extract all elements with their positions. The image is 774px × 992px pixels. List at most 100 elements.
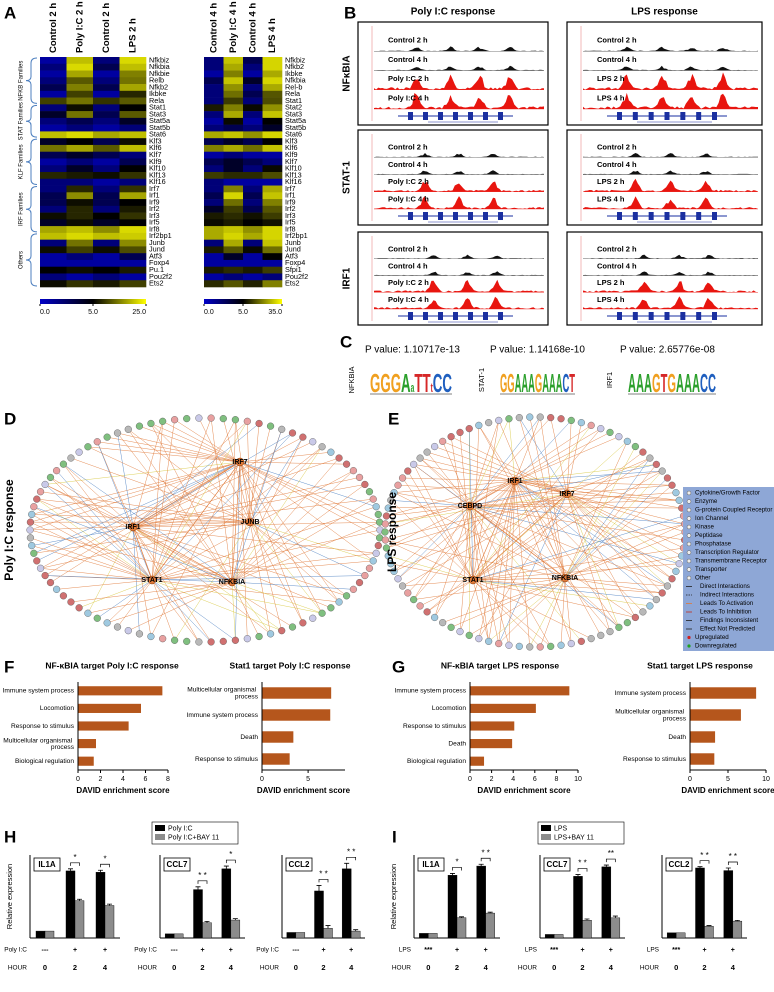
treatment: + [229, 947, 233, 954]
track-label: LPS 4 h [597, 194, 625, 203]
exon [483, 212, 488, 220]
heat-cell [93, 57, 120, 65]
network-node [365, 564, 374, 572]
heat-cell [93, 117, 120, 125]
heat-cell [119, 131, 147, 139]
network-edge [407, 470, 474, 581]
motif-letter: G [500, 368, 507, 398]
network-node [646, 602, 654, 610]
network-edge [472, 563, 680, 581]
motif-letter: A [542, 368, 549, 398]
network-edge [393, 492, 566, 579]
legend-label: Poly I:C+BAY 11 [168, 834, 219, 841]
track-box [357, 21, 549, 126]
network-edge [56, 470, 153, 581]
heat-cell [119, 273, 147, 281]
network-node [387, 496, 395, 504]
x-tick-label: 4 [731, 963, 736, 972]
heat-cell [40, 246, 67, 254]
hub-node [235, 457, 245, 467]
heat-cell [243, 232, 263, 240]
network-node [515, 414, 523, 422]
heat-cell [204, 212, 224, 220]
category-label: Response to stimulus [403, 723, 467, 730]
heat-cell [243, 226, 263, 234]
heat-cell [262, 57, 283, 65]
network-edge [508, 418, 516, 482]
network-edge [469, 505, 685, 525]
column-header: Control 2 h [48, 3, 59, 53]
heat-cell [93, 199, 120, 207]
heat-cell [262, 239, 283, 247]
heat-cell [204, 192, 224, 200]
network-node [103, 433, 111, 441]
network-edge [397, 480, 516, 579]
network-edge [529, 417, 566, 579]
hub-node [560, 573, 570, 583]
track-label: Control 4 h [597, 160, 637, 169]
network-edge [434, 480, 516, 618]
chart-title: CCL7 [547, 860, 568, 869]
error-bar [734, 919, 740, 922]
significance-bracket [480, 857, 491, 862]
heat-cell [119, 104, 147, 112]
exon [423, 212, 428, 220]
heat-cell [66, 151, 94, 159]
chart-title: NF-κBIA target LPS response [441, 660, 560, 670]
heat-cell [262, 144, 283, 153]
network-edge [386, 480, 516, 517]
error-bar [478, 863, 484, 867]
bar [314, 890, 324, 939]
network-node [124, 627, 132, 635]
network-edge [151, 579, 323, 614]
category-label: Immune system process [395, 688, 467, 695]
bar [78, 739, 96, 749]
colorbar-tick-label: 5.0 [238, 309, 248, 316]
network-edge [450, 436, 474, 581]
network-node [159, 635, 167, 643]
heat-cell [243, 165, 263, 173]
treatment: + [702, 947, 706, 954]
track-label: Poly I:C 2 h [388, 278, 429, 287]
network-node [381, 528, 389, 536]
network-edge [519, 417, 568, 495]
network-edge [386, 493, 568, 549]
motif-letter: A [636, 368, 644, 398]
network-node [606, 627, 614, 636]
significance: * * [578, 859, 586, 868]
motif-letter: A [528, 368, 535, 398]
heat-cell [93, 77, 120, 85]
network-node [355, 578, 364, 587]
bar [470, 703, 536, 713]
row-label: Irf2bp1 [149, 231, 172, 240]
heat-cell [119, 259, 147, 268]
network-edge [50, 477, 134, 528]
network-edge [117, 432, 241, 463]
network-node [668, 575, 676, 583]
network-node [431, 613, 439, 622]
signal-track [374, 254, 544, 259]
row-label: Nfkbiz [285, 55, 306, 64]
x-tick-label: 0 [426, 963, 430, 972]
network-edge [469, 425, 592, 507]
track-title: Poly I:C response [411, 7, 496, 18]
heat-cell [262, 138, 283, 146]
heat-cell [243, 57, 263, 65]
error-bar [575, 874, 581, 877]
row-label: Nfkbie [149, 69, 170, 78]
error-bar [706, 925, 712, 927]
bar [262, 753, 290, 765]
heat-cell [204, 199, 224, 207]
network-edge [407, 480, 516, 594]
network-edge [151, 529, 381, 581]
x-tick-label: 0 [674, 963, 678, 972]
category-label: Response to stimulus [623, 756, 687, 763]
heat-cell [243, 104, 263, 112]
heat-cell [66, 212, 94, 220]
significance: * * [198, 871, 206, 880]
heat-cell [40, 239, 67, 247]
network-node [207, 638, 215, 646]
network-edge [151, 421, 163, 581]
network-edge [50, 477, 153, 581]
network-node [135, 422, 144, 430]
